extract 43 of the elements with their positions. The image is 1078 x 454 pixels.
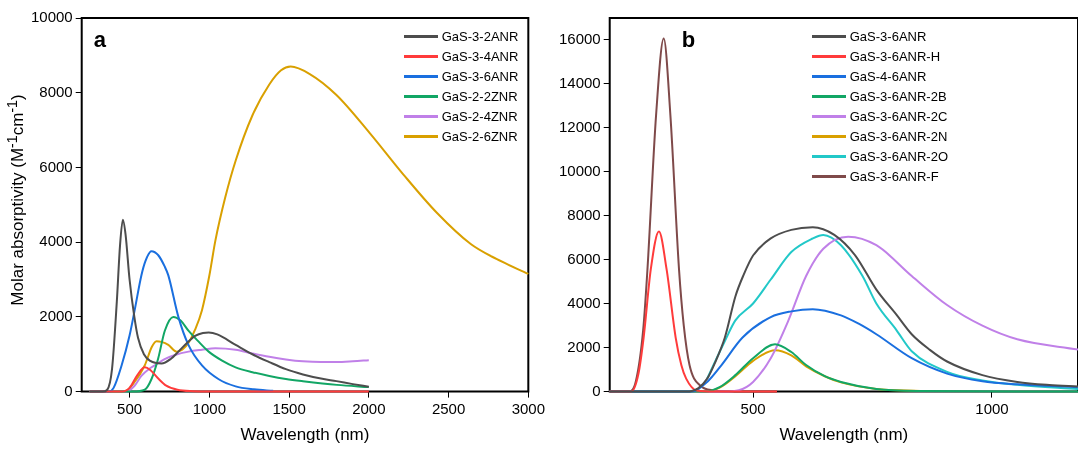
line-series (88, 218, 370, 393)
y-tick-label: 6000 (39, 157, 73, 175)
y-tick-label: 10000 (30, 8, 73, 26)
y-tick-label: 2000 (39, 307, 73, 325)
x-tick-label: 500 (740, 399, 766, 417)
y-tick-label: 16000 (558, 30, 601, 48)
line-series (706, 233, 1078, 390)
legend-label: GaS-3-6ANR-2B (849, 88, 947, 104)
legend-label: GaS-3-6ANR-H (849, 48, 941, 64)
legend-label: GaS-3-6ANR-2N (849, 128, 948, 144)
legend-label: GaS-3-6ANR-2C (849, 108, 948, 124)
x-axis-title: Wavelength (nm) (240, 425, 370, 445)
y-tick-label: 12000 (558, 118, 601, 136)
legend-label: GaS-3-6ANR-F (849, 168, 939, 184)
legend-label: GaS-2-2ZNR (441, 88, 518, 104)
x-tick-label: 1000 (192, 399, 226, 417)
legend-label: GaS-3-6ANR (441, 68, 519, 84)
legend-label: GaS-2-6ZNR (441, 128, 518, 144)
x-tick-label: 2000 (352, 399, 386, 417)
y-tick-label: 14000 (558, 74, 601, 92)
y-tick-label: 4000 (39, 232, 73, 250)
y-tick-label: 8000 (567, 205, 601, 223)
legend-label: GaS-3-6ANR (849, 28, 927, 44)
y-tick-label: 2000 (567, 337, 601, 355)
x-tick-label: 3000 (511, 399, 545, 417)
x-tick-label: 2500 (431, 399, 466, 417)
legend-label: GaS-3-2ANR (441, 28, 519, 44)
x-tick-label: 500 (117, 399, 143, 417)
x-tick-label: 1000 (975, 399, 1009, 417)
legend-label: GaS-3-4ANR (441, 48, 519, 64)
y-tick-label: 6000 (567, 249, 601, 267)
y-tick-label: 0 (592, 381, 601, 399)
annotation: a (93, 27, 107, 53)
legend-label: GaS-3-6ANR-2O (849, 148, 948, 164)
y-tick-label: 4000 (567, 293, 601, 311)
legend-label: GaS-2-4ZNR (441, 108, 518, 124)
y-tick-label: 0 (64, 381, 73, 399)
y-tick-label: 10000 (558, 161, 601, 179)
legend-label: GaS-4-6ANR (849, 68, 927, 84)
x-tick-label: 1500 (272, 399, 306, 417)
y-tick-label: 8000 (39, 82, 73, 100)
annotation: b (681, 27, 696, 53)
x-axis-title: Wavelength (nm) (779, 425, 909, 445)
